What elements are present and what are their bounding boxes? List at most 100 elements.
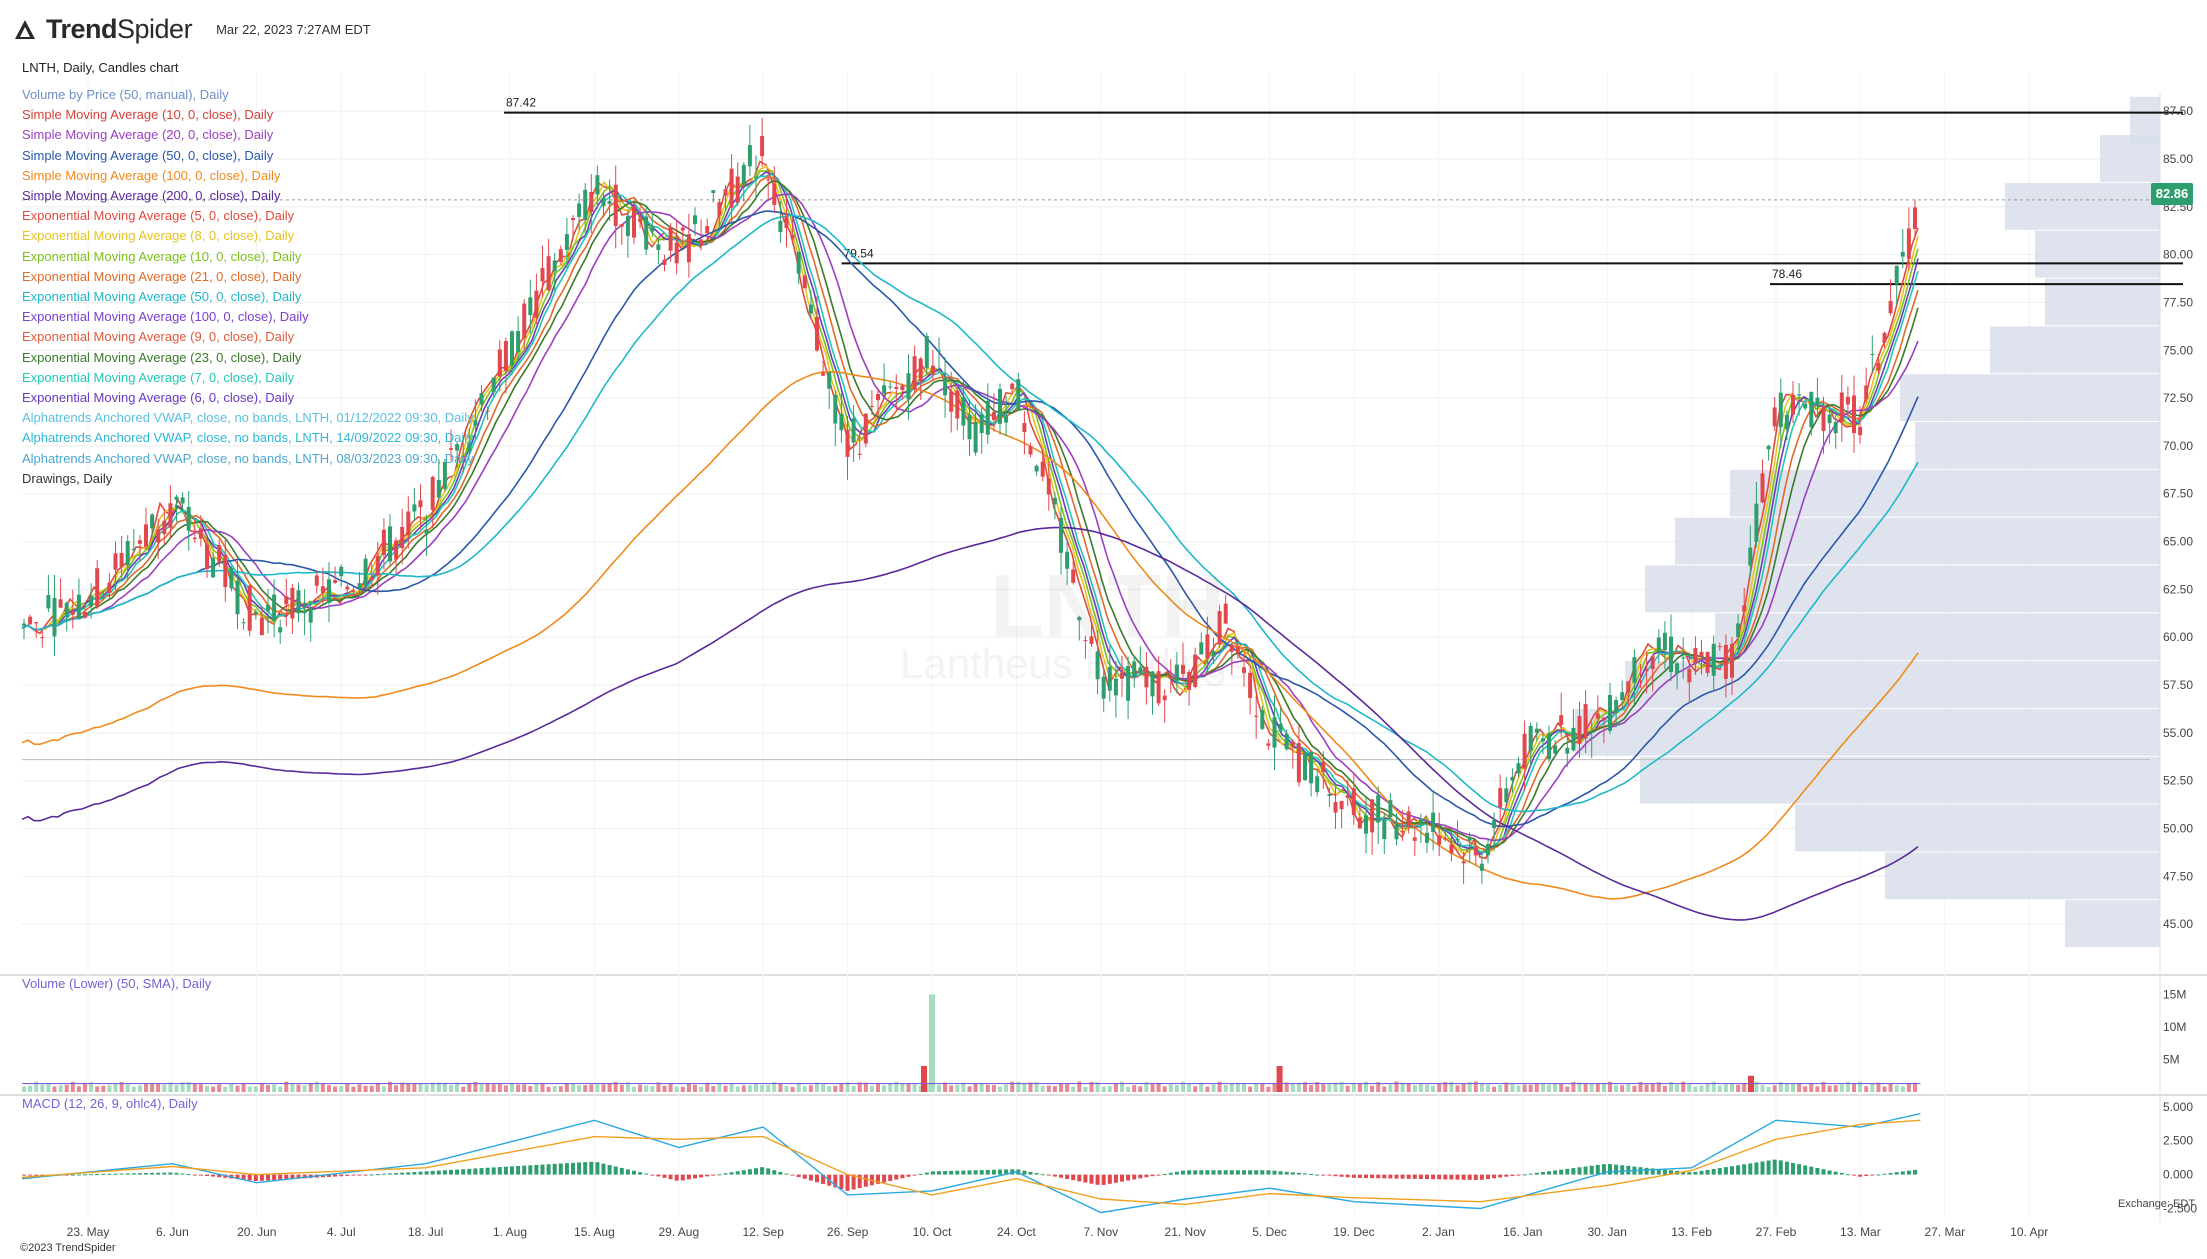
- candle-body: [1681, 657, 1686, 659]
- volume-spike-bar: [929, 994, 935, 1092]
- legend-item[interactable]: Drawings, Daily: [22, 470, 113, 486]
- legend-item[interactable]: Exponential Moving Average (23, 0, close…: [22, 349, 302, 365]
- legend-item[interactable]: Simple Moving Average (50, 0, close), Da…: [22, 147, 274, 163]
- legend-item[interactable]: Exponential Moving Average (9, 0, close)…: [22, 329, 295, 345]
- time-tick-label: 10. Apr: [2010, 1225, 2048, 1239]
- axes: 87.5085.0082.5080.0077.5075.0072.5070.00…: [67, 104, 2198, 1239]
- volume-bar: [28, 1085, 33, 1092]
- candle-body: [1540, 738, 1545, 742]
- candle-body: [1894, 265, 1899, 285]
- macd-histogram-bar: [808, 1174, 813, 1181]
- macd-histogram-bar: [1534, 1172, 1539, 1175]
- volume-bar: [528, 1085, 533, 1092]
- volume-bar: [918, 1085, 923, 1092]
- brand-name: TrendSpider: [46, 14, 193, 44]
- legend-item[interactable]: Exponential Moving Average (100, 0, clos…: [22, 309, 309, 325]
- macd-histogram-bar: [442, 1170, 447, 1175]
- candle-body: [1034, 465, 1039, 472]
- volume-bar: [296, 1084, 301, 1092]
- candle-body: [1864, 385, 1869, 400]
- volume-bar: [1455, 1085, 1460, 1092]
- volume-bar: [241, 1083, 246, 1092]
- macd-histogram-bar: [1406, 1174, 1411, 1179]
- candle-body: [625, 215, 630, 237]
- volume-bar: [1132, 1085, 1137, 1092]
- candle-body: [1467, 836, 1472, 841]
- volume-bar: [406, 1083, 411, 1092]
- candle-body: [540, 267, 545, 282]
- candle-body: [272, 594, 277, 622]
- volume-bar: [741, 1085, 746, 1092]
- legend-item[interactable]: Alphatrends Anchored VWAP, close, no ban…: [22, 410, 474, 426]
- macd-histogram-bar: [796, 1174, 801, 1178]
- volume-bar: [1425, 1084, 1429, 1092]
- candle-body: [723, 189, 728, 196]
- macd-histogram-bar: [589, 1161, 594, 1175]
- legend-item[interactable]: Exponential Moving Average (21, 0, close…: [22, 268, 302, 284]
- legend-item[interactable]: Exponential Moving Average (7, 0, close)…: [22, 369, 295, 385]
- macd-histogram-bar: [363, 1174, 368, 1176]
- volume-bar: [1638, 1082, 1643, 1092]
- candle-body: [95, 568, 100, 608]
- volume-bar: [906, 1083, 911, 1092]
- volume-bar: [656, 1082, 661, 1092]
- candle-body: [1443, 838, 1448, 840]
- legend-item[interactable]: Volume by Price (50, manual), Daily: [22, 87, 229, 102]
- macd-histogram-bar: [741, 1170, 746, 1175]
- volume-bar: [961, 1082, 966, 1092]
- macd-histogram-bar: [546, 1164, 551, 1175]
- volume-bar: [1406, 1083, 1411, 1092]
- macd-label: MACD (12, 26, 9, ohlc4), Daily: [22, 1096, 198, 1111]
- legend-item[interactable]: Exponential Moving Average (6, 0, close)…: [22, 390, 295, 406]
- candle-body: [979, 414, 984, 434]
- legend-item[interactable]: Simple Moving Average (10, 0, close), Da…: [22, 107, 274, 123]
- volume-bar: [1339, 1081, 1344, 1092]
- candle-body: [632, 207, 636, 238]
- candle-body: [1717, 646, 1722, 648]
- time-tick-label: 6. Jun: [156, 1225, 189, 1239]
- macd-histogram-bar: [1833, 1171, 1838, 1175]
- legend-item[interactable]: Simple Moving Average (20, 0, close), Da…: [22, 127, 274, 143]
- legend-item[interactable]: Alphatrends Anchored VWAP, close, no ban…: [22, 450, 474, 466]
- volume-bar: [668, 1083, 673, 1092]
- macd-histogram-bar: [625, 1169, 630, 1175]
- macd-histogram-bar: [381, 1173, 386, 1175]
- candle-body: [406, 511, 411, 536]
- volume-bar: [89, 1082, 94, 1092]
- macd-histogram-bar: [906, 1174, 911, 1177]
- volume-bar: [1711, 1081, 1716, 1092]
- macd-histogram-bar: [735, 1171, 740, 1175]
- candle-body: [1656, 637, 1661, 653]
- candle-body: [1162, 695, 1167, 701]
- macd-histogram-bar: [924, 1172, 929, 1175]
- macd-histogram-bar: [1217, 1170, 1222, 1175]
- legend-item[interactable]: Exponential Moving Average (50, 0, close…: [22, 289, 302, 305]
- legend-item[interactable]: Alphatrends Anchored VWAP, close, no ban…: [22, 430, 474, 446]
- macd-histogram-bar: [467, 1168, 472, 1175]
- volume-bar: [1364, 1081, 1368, 1092]
- time-tick-label: 13. Feb: [1671, 1225, 1712, 1239]
- macd-histogram-bar: [1126, 1174, 1131, 1181]
- legend-item[interactable]: Exponential Moving Average (8, 0, close)…: [22, 228, 295, 244]
- candle-body: [1577, 716, 1582, 744]
- volume-bar: [1492, 1086, 1497, 1092]
- macd-histogram-bar: [28, 1174, 33, 1176]
- volume-bar: [1345, 1085, 1350, 1092]
- macd-histogram-bar: [1705, 1169, 1710, 1175]
- legend-item[interactable]: Simple Moving Average (200, 0, close), D…: [22, 188, 281, 204]
- legend-item[interactable]: Simple Moving Average (100, 0, close), D…: [22, 167, 281, 183]
- candle-body: [766, 179, 771, 181]
- volume-bar: [674, 1086, 679, 1092]
- macd-histogram-bar: [357, 1174, 362, 1176]
- volume-bar: [1687, 1084, 1692, 1092]
- macd-histogram-bar: [601, 1163, 606, 1175]
- macd-histogram-bar: [1455, 1174, 1460, 1180]
- candle-body: [900, 385, 905, 391]
- candle-body: [107, 582, 112, 593]
- legend-item[interactable]: Exponential Moving Average (10, 0, close…: [22, 248, 302, 264]
- candle-body: [1766, 445, 1771, 450]
- candle-body: [522, 303, 527, 339]
- indicator-legend: Volume by Price (50, manual), Daily Simpl…: [22, 85, 474, 489]
- legend-item[interactable]: Exponential Moving Average (5, 0, close)…: [22, 208, 295, 224]
